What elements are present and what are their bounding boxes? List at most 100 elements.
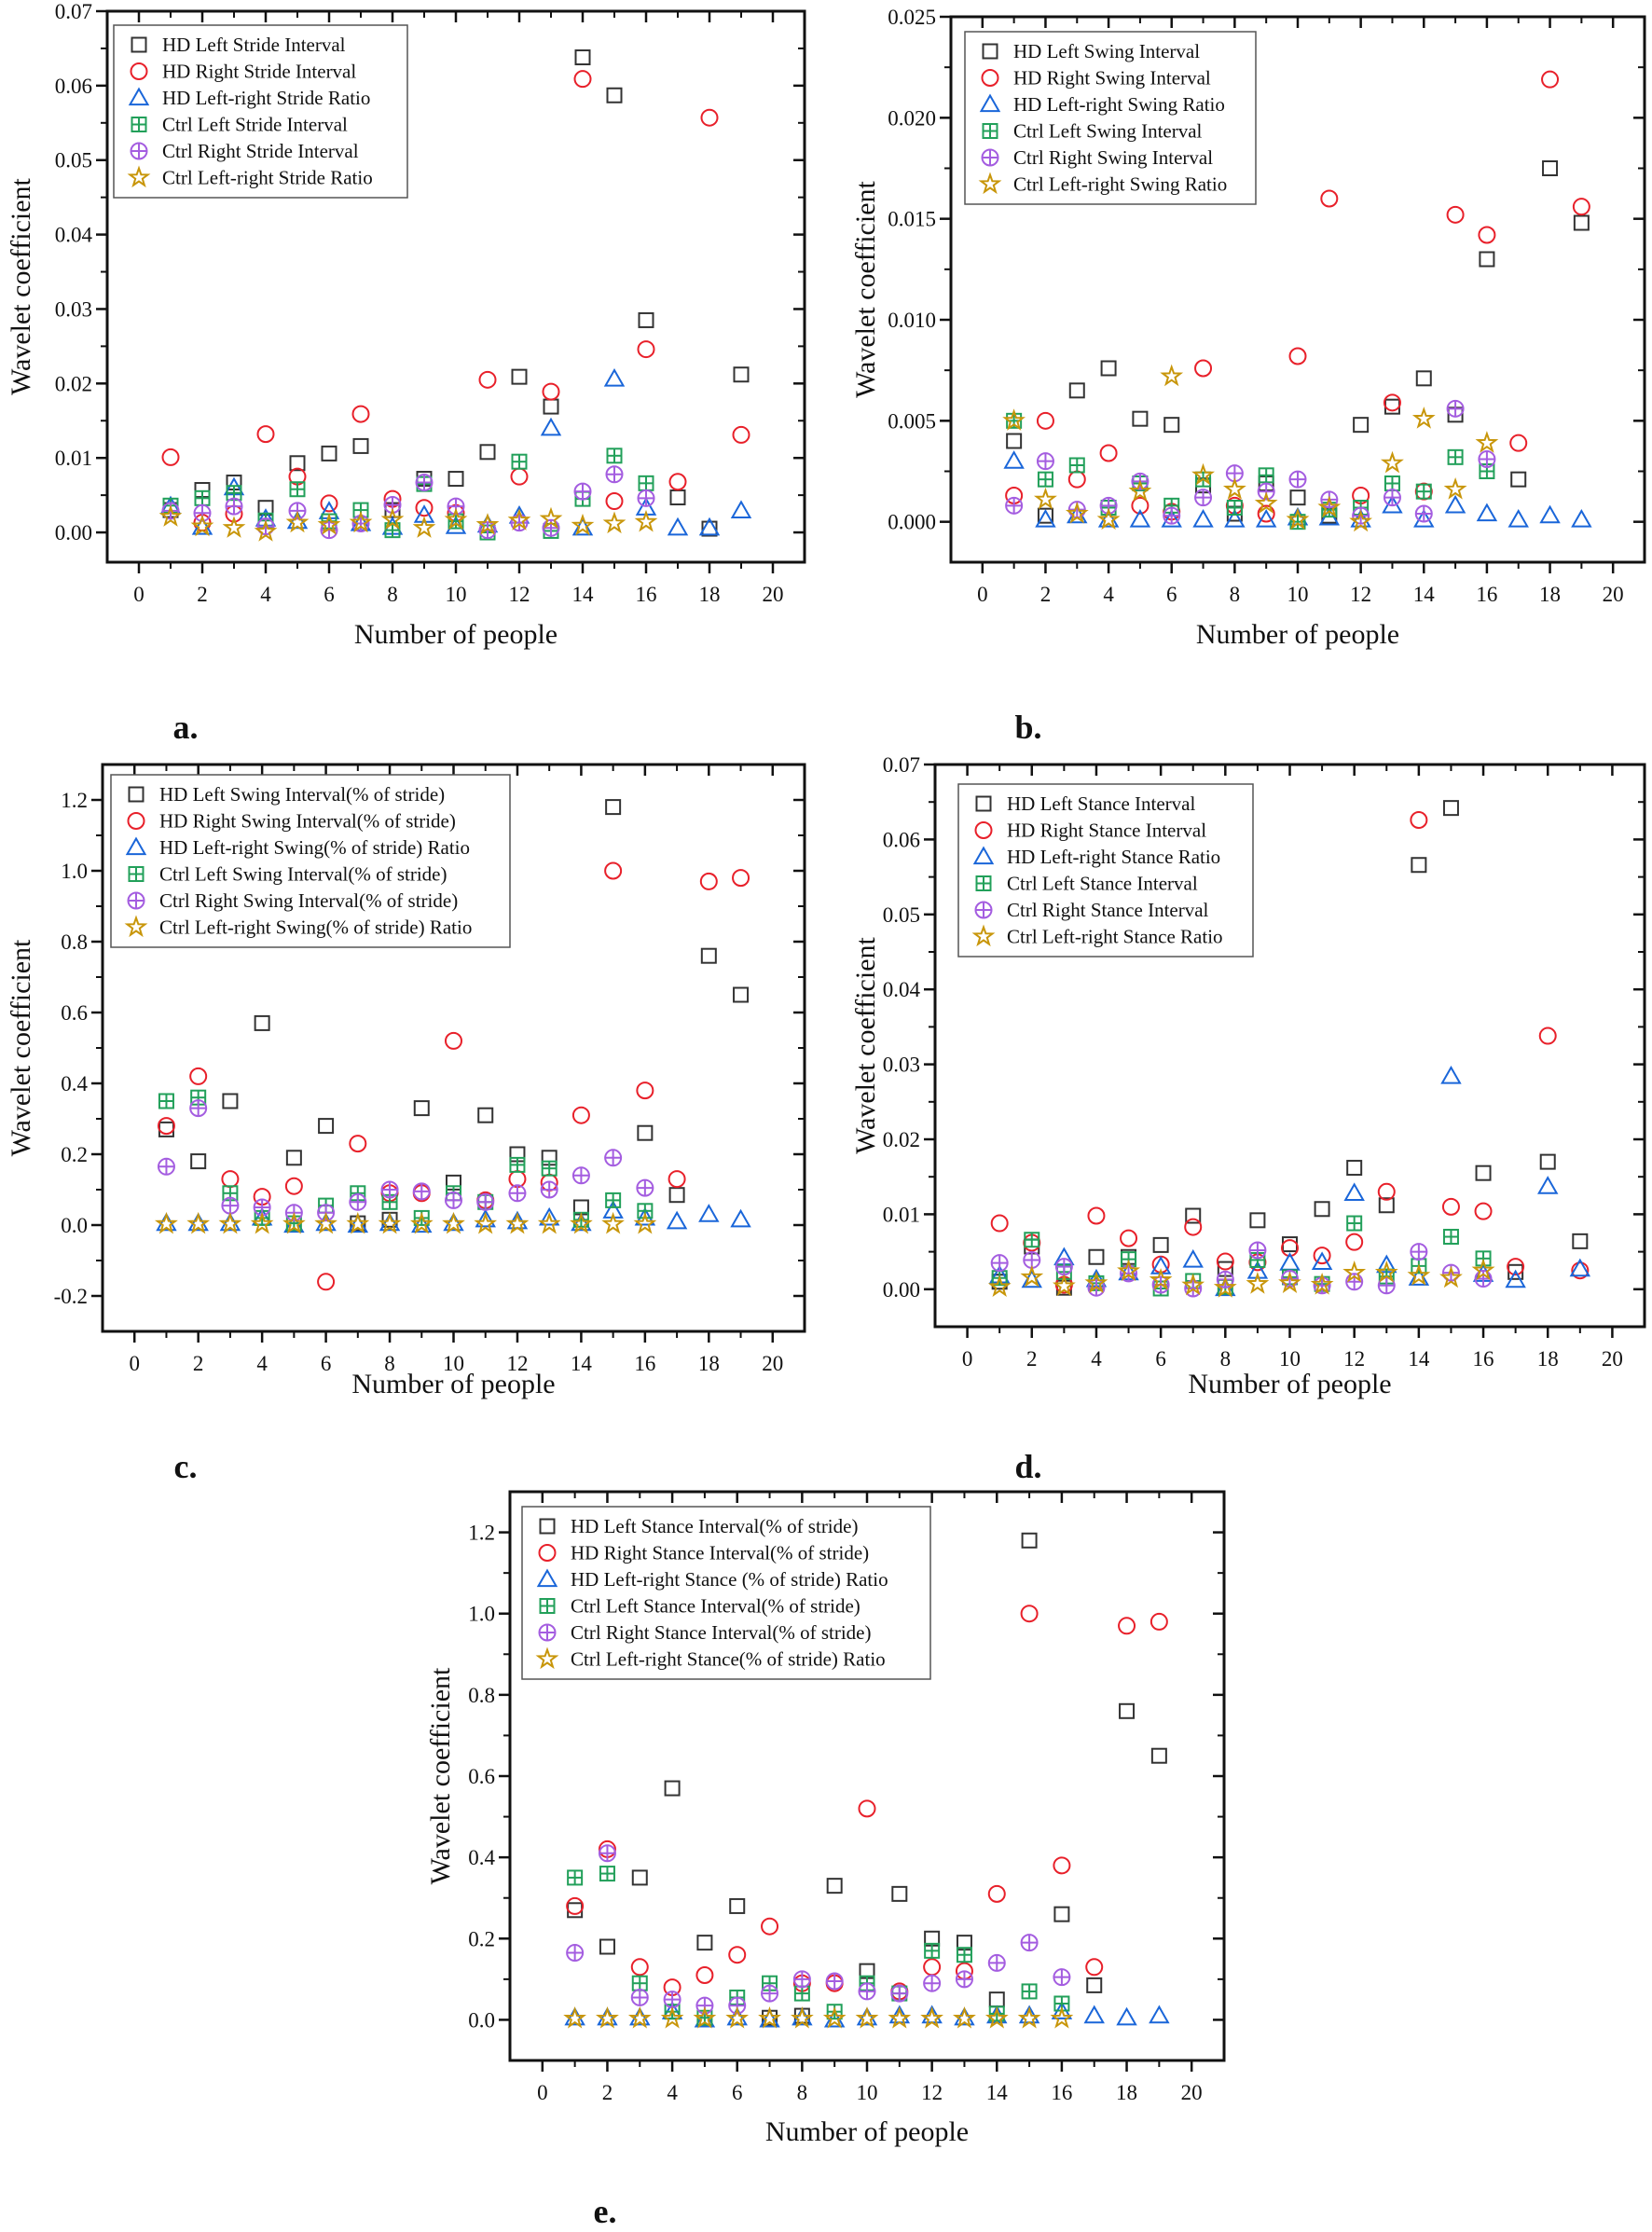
legend-label: Ctrl Left Stance Interval <box>1007 873 1198 895</box>
legend-marker-square <box>539 1518 556 1535</box>
x-axis-label: Number of people <box>354 619 558 650</box>
x-tick-label: 14 <box>572 583 595 606</box>
marker-star <box>190 514 214 537</box>
marker-circle <box>1099 444 1118 462</box>
marker-circle <box>351 405 370 423</box>
series-star <box>158 504 658 542</box>
legend-marker-square-plus <box>128 866 145 882</box>
data-point <box>1411 406 1436 429</box>
data-point <box>924 1942 941 1959</box>
data-point <box>1510 471 1527 488</box>
marker-square <box>1539 1153 1556 1170</box>
marker-star <box>984 2006 1009 2029</box>
marker-square <box>638 311 654 328</box>
marker-circle <box>320 494 338 513</box>
data-point <box>602 511 626 534</box>
series-star <box>987 1258 1495 1298</box>
marker-star <box>725 2006 750 2029</box>
marker-square <box>321 445 337 462</box>
marker-star <box>758 2006 782 2029</box>
y-tick-label: 0.005 <box>888 409 936 433</box>
marker-triangle <box>1149 2005 1170 2024</box>
y-tick-label: -0.2 <box>54 1285 88 1308</box>
x-tick-label: 20 <box>762 1352 783 1375</box>
data-point <box>1088 1248 1105 1265</box>
marker-star <box>442 1211 465 1234</box>
data-point <box>1118 1617 1136 1635</box>
data-point <box>566 1944 585 1963</box>
data-point <box>289 481 306 498</box>
marker-star <box>412 516 436 538</box>
marker-square <box>1411 857 1427 874</box>
marker-circle <box>1410 810 1428 829</box>
marker-triangle <box>536 1568 558 1588</box>
data-point <box>637 1124 654 1141</box>
marker-square <box>1314 1201 1330 1218</box>
data-point <box>700 947 717 964</box>
x-tick-label: 10 <box>446 583 467 606</box>
marker-square <box>131 36 147 53</box>
marker-triangle <box>156 1212 177 1232</box>
marker-star <box>186 1211 211 1234</box>
marker-circle <box>732 425 750 444</box>
data-point <box>1120 1229 1138 1247</box>
x-tick-label: 20 <box>763 583 784 606</box>
legend-item: Ctrl Left-right Stride Ratio <box>127 165 373 189</box>
data-point <box>412 516 436 538</box>
legend-item: Ctrl Left Stride Interval <box>131 114 348 136</box>
x-tick-label: 12 <box>509 583 530 606</box>
data-point <box>1099 496 1118 515</box>
data-point <box>668 1187 685 1204</box>
marker-circle <box>1087 1206 1106 1225</box>
data-point <box>725 2006 750 2029</box>
data-point <box>1507 1258 1525 1276</box>
marker-circle <box>1131 496 1150 515</box>
legend-label: HD Left Swing Interval <box>1013 40 1200 62</box>
data-point <box>858 1982 876 2001</box>
data-point <box>1443 476 1467 500</box>
data-point <box>1573 214 1590 231</box>
data-point <box>955 1970 973 1989</box>
data-point <box>599 1866 615 1882</box>
legend-label: Ctrl Right Swing Interval <box>1013 146 1213 169</box>
data-point <box>1444 494 1466 514</box>
y-tick-label: 0.0 <box>468 2008 495 2032</box>
data-point <box>952 2006 976 2029</box>
x-tick-label: 10 <box>443 1352 464 1375</box>
marker-star <box>920 2006 943 2029</box>
y-axis-label: Wavelet coefficient <box>850 180 881 397</box>
legend-label: HD Right Stride Interval <box>162 61 356 83</box>
marker-star <box>475 513 500 535</box>
data-point <box>321 445 337 462</box>
legend-marker-star <box>535 1646 559 1670</box>
y-tick-label: 0.06 <box>883 828 920 851</box>
marker-star <box>1160 364 1184 387</box>
marker-star <box>1342 1261 1367 1283</box>
x-tick-label: 12 <box>1343 1347 1365 1371</box>
data-point <box>695 1966 714 1984</box>
marker-triangle <box>1035 508 1056 528</box>
marker-circle <box>1184 1218 1203 1236</box>
legend-marker-circle-plus <box>538 1623 557 1642</box>
data-point <box>990 1254 1009 1273</box>
marker-square <box>733 986 750 1003</box>
data-point <box>508 1184 527 1203</box>
marker-square <box>1132 410 1149 427</box>
x-tick-label: 6 <box>1155 1347 1166 1371</box>
panel-label: e. <box>594 2193 617 2230</box>
data-point <box>351 405 370 423</box>
marker-square <box>1415 370 1432 387</box>
marker-star <box>855 2006 879 2029</box>
data-point <box>699 872 718 890</box>
data-point <box>792 1970 811 1989</box>
data-point <box>1288 347 1307 365</box>
x-tick-label: 16 <box>634 1352 655 1375</box>
marker-circle <box>1120 1229 1138 1247</box>
legend-label: Ctrl Right Stance Interval(% of stride) <box>571 1621 872 1644</box>
data-point <box>666 1210 688 1230</box>
marker-star <box>660 2006 684 2029</box>
y-tick-label: 0.2 <box>468 1927 495 1950</box>
marker-circle <box>974 821 993 839</box>
x-tick-label: 16 <box>636 583 657 606</box>
data-point <box>730 500 752 519</box>
